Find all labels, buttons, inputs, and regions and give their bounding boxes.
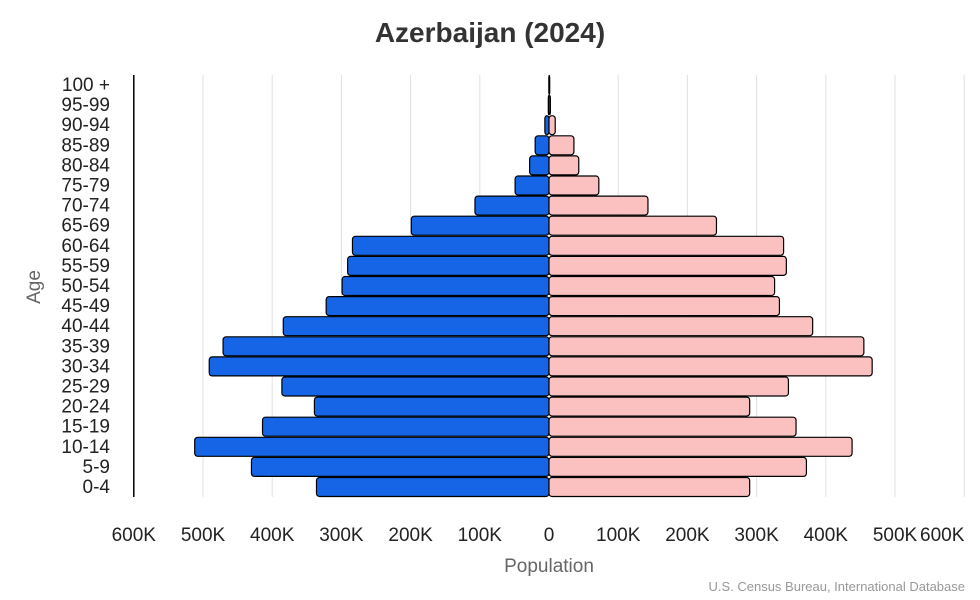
x-tick-label: 600K [920,525,965,546]
y-tick-label: 100 + [62,75,110,96]
bar-left [347,255,550,276]
x-tick-label: 100K [596,525,641,546]
bar-left [325,296,550,317]
bar-left [544,115,550,136]
bar-left [194,436,550,457]
bar-right [548,255,787,276]
bar-right [548,316,814,337]
x-tick-label: 400K [804,525,849,546]
y-tick-label: 80-84 [61,155,110,176]
y-tick-label: 60-64 [61,236,110,257]
bar-right [548,416,797,437]
x-tick-label: 0 [544,525,555,546]
bar-right [548,296,781,317]
source-note: U.S. Census Bureau, International Databa… [708,579,965,594]
y-tick-label: 0-4 [83,477,111,498]
y-tick-label: 30-34 [61,356,110,377]
bar-left [222,336,550,357]
bar-left [282,316,550,337]
bar-left [514,175,550,196]
bar-left [313,396,550,417]
bar-left [529,155,550,176]
bar-right [548,275,776,297]
y-tick-label: 55-59 [61,256,110,277]
y-tick-label: 45-49 [61,296,110,317]
x-tick-label: 200K [388,525,433,546]
bar-right [548,456,808,477]
bar-left [250,456,550,477]
bar-left [315,476,550,498]
x-tick-label: 500K [181,525,226,546]
x-tick-label: 500K [873,525,918,546]
bar-right [548,74,551,96]
y-tick-label: 95-99 [61,95,110,116]
y-tick-label: 65-69 [61,216,110,237]
bar-right [548,356,873,377]
bar-right [548,436,853,457]
bar-right [548,195,649,216]
bar-right [548,135,575,156]
y-tick-label: 35-39 [61,336,110,357]
bar-left [474,195,550,216]
bar-left [351,235,550,256]
x-tick-label: 300K [734,525,779,546]
y-tick-label: 20-24 [61,397,110,418]
y-tick-label: 85-89 [61,135,110,156]
bar-right [548,175,600,196]
y-tick-label: 40-44 [61,316,110,337]
x-axis-label: Population [504,556,594,577]
bar-right [548,115,556,136]
y-axis-label: Age [24,270,45,304]
bar-right [548,396,751,417]
bar-left [208,356,550,377]
bar-left [410,215,550,236]
y-tick-label: 10-14 [61,437,110,458]
x-tick-label: 200K [665,525,710,546]
bar-left [341,275,550,297]
bar-right [548,155,580,176]
x-tick-label: 400K [250,525,295,546]
x-tick-label: 100K [458,525,503,546]
bar-right [548,215,718,236]
x-tick-label: 300K [319,525,364,546]
y-tick-label: 70-74 [61,196,110,217]
y-tick-label: 90-94 [61,115,110,136]
x-tick-label: 600K [112,525,157,546]
bar-right [548,235,785,256]
y-tick-label: 5-9 [83,457,110,478]
y-tick-label: 15-19 [61,417,110,438]
bar-right [548,336,865,357]
bar-left [261,416,550,437]
y-tick-label: 25-29 [61,377,110,398]
bar-right [548,94,551,116]
y-tick-label: 50-54 [61,276,110,297]
bar-left [281,376,550,397]
bar-right [548,376,790,397]
y-tick-label: 75-79 [61,176,110,197]
bar-right [548,476,751,498]
chart-title: Azerbaijan (2024) [375,17,605,48]
bar-left [534,135,550,156]
